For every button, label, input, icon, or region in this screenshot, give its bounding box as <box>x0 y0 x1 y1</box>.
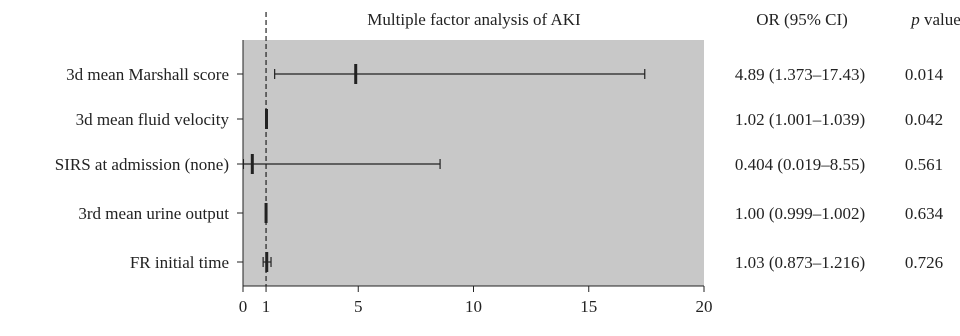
or-ci-value: 1.03 (0.873–1.216) <box>735 253 865 272</box>
or-ci-value: 4.89 (1.373–17.43) <box>735 65 865 84</box>
p-value-column-header: p value <box>910 10 960 29</box>
p-value: 0.726 <box>905 253 943 272</box>
p-value: 0.634 <box>905 204 944 223</box>
row-label: SIRS at admission (none) <box>55 155 229 174</box>
x-tick-label: 20 <box>696 297 713 316</box>
chart-title: Multiple factor analysis of AKI <box>367 10 581 29</box>
p-value: 0.014 <box>905 65 944 84</box>
x-tick-label: 5 <box>354 297 363 316</box>
row-label: FR initial time <box>130 253 229 272</box>
x-tick-label: 1 <box>262 297 271 316</box>
p-value: 0.042 <box>905 110 943 129</box>
x-tick-label: 0 <box>239 297 248 316</box>
p-header-rest: value <box>920 10 960 29</box>
row-label: 3d mean Marshall score <box>66 65 229 84</box>
row-label: 3rd mean urine output <box>78 204 229 223</box>
or-ci-value: 0.404 (0.019–8.55) <box>735 155 865 174</box>
or-ci-column-header: OR (95% CI) <box>756 10 848 29</box>
p-header-italic: p <box>910 10 920 29</box>
row-label: 3d mean fluid velocity <box>76 110 230 129</box>
or-ci-value: 1.00 (0.999–1.002) <box>735 204 865 223</box>
or-ci-value: 1.02 (1.001–1.039) <box>735 110 865 129</box>
plot-area <box>243 40 704 286</box>
p-value: 0.561 <box>905 155 943 174</box>
x-tick-label: 10 <box>465 297 482 316</box>
x-tick-label: 15 <box>580 297 597 316</box>
